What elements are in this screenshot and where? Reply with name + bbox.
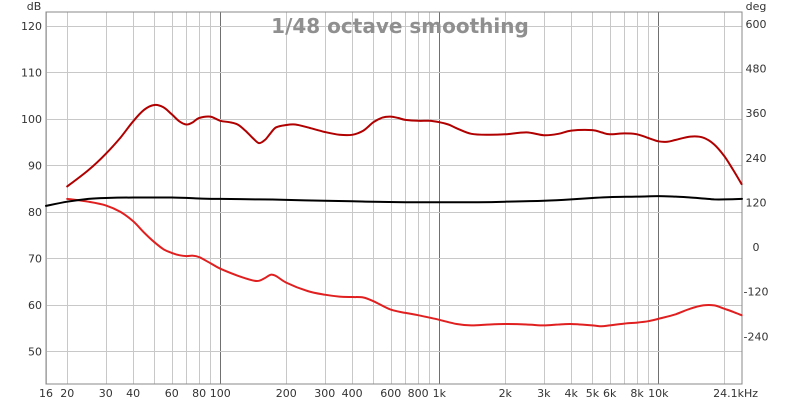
x-tick-label: 6k — [603, 387, 617, 400]
x-tick-label: 30 — [99, 387, 113, 400]
right-y-tick-label: 120 — [746, 196, 767, 209]
left-y-tick-label: 90 — [28, 159, 42, 172]
x-tick-label: 4k — [564, 387, 578, 400]
x-tick-label: 8k — [630, 387, 644, 400]
left-y-tick-label: 100 — [21, 113, 42, 126]
series-line-2 — [66, 197, 743, 328]
x-tick-label: 800 — [408, 387, 429, 400]
x-tick-label: 3k — [537, 387, 551, 400]
x-tick-label: 400 — [342, 387, 363, 400]
x-tick-label: 600 — [380, 387, 401, 400]
left-y-tick-label: 70 — [28, 252, 42, 265]
left-y-tick-label: 120 — [21, 20, 42, 33]
chart-title: 1/48 octave smoothing — [271, 14, 529, 38]
right-y-tick-label: 240 — [746, 152, 767, 165]
x-tick-label: 100 — [210, 387, 231, 400]
right-y-tick-label: 360 — [746, 107, 767, 120]
label-layer: 16 20 30 40 60 80 100 200 300 400 600 800 1k 2k 3k 4k 5k… — [21, 18, 768, 400]
right-y-tick-label: -240 — [744, 330, 769, 343]
series-line-1 — [66, 103, 743, 188]
left-y-tick-label: 110 — [21, 66, 42, 79]
right-y-tick-label: 0 — [753, 241, 760, 254]
left-axis-unit: dB — [27, 0, 42, 13]
x-tick-label: 40 — [126, 387, 140, 400]
left-y-tick-label: 80 — [28, 206, 42, 219]
x-tick-label: 5k — [586, 387, 600, 400]
series-line-3 — [45, 195, 743, 207]
x-tick-label: 60 — [165, 387, 179, 400]
x-tick-label: 24.1kHz — [713, 387, 758, 400]
right-y-tick-label: -120 — [744, 286, 769, 299]
left-y-tick-label: 50 — [28, 345, 42, 358]
x-tick-label: 80 — [192, 387, 206, 400]
x-tick-label: 300 — [314, 387, 335, 400]
right-axis-unit: deg — [746, 0, 767, 13]
x-tick-label: 10k — [648, 387, 669, 400]
left-y-tick-label: 60 — [28, 299, 42, 312]
x-tick-label: 2k — [499, 387, 513, 400]
x-tick-label: 1k — [433, 387, 447, 400]
right-y-tick-label: 600 — [746, 18, 767, 31]
right-y-tick-label: 480 — [746, 63, 767, 76]
x-tick-label: 16 — [39, 387, 53, 400]
x-tick-label: 200 — [276, 387, 297, 400]
x-tick-label: 20 — [60, 387, 74, 400]
grid-layer — [46, 12, 742, 384]
series-layer — [45, 103, 743, 328]
